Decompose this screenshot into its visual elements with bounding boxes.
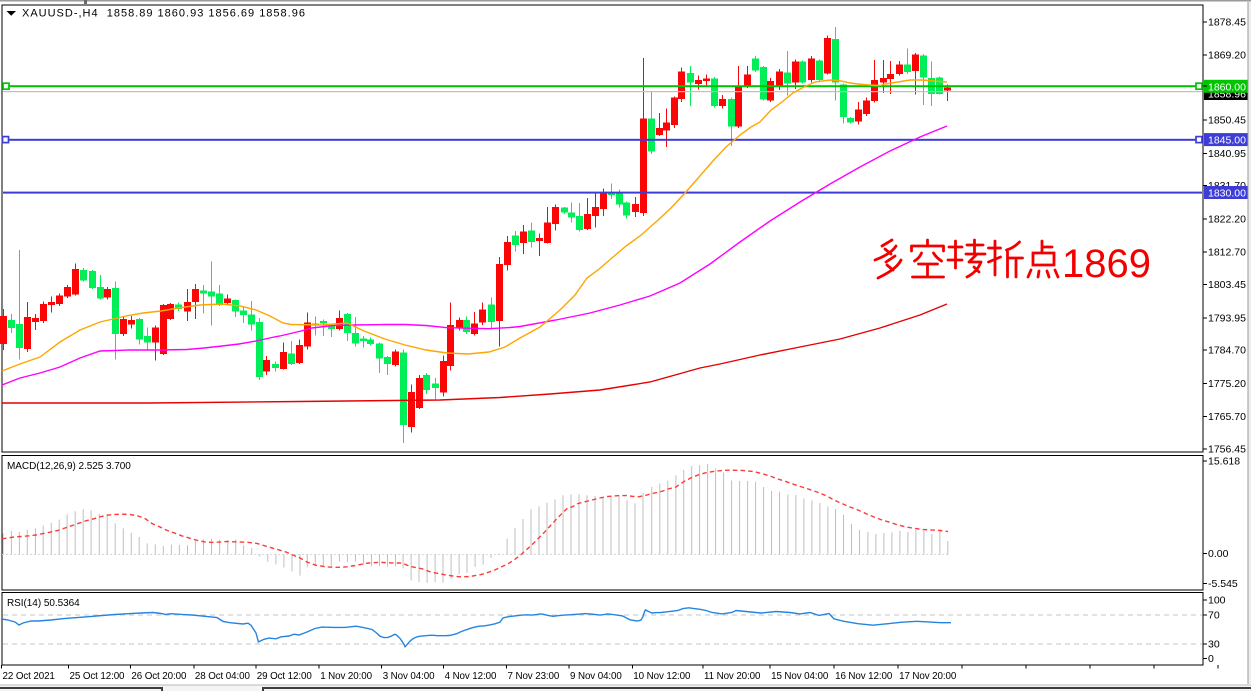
svg-text:1803.45: 1803.45 [1208,279,1246,291]
svg-text:1793.95: 1793.95 [1208,312,1246,324]
svg-text:25 Oct 12:00: 25 Oct 12:00 [70,671,126,682]
svg-text:1784.70: 1784.70 [1208,345,1246,357]
svg-text:11 Nov 20:00: 11 Nov 20:00 [704,671,761,682]
svg-text:1756.45: 1756.45 [1208,444,1246,456]
svg-text:28 Oct 04:00: 28 Oct 04:00 [195,671,251,682]
svg-text:7 Nov 23:00: 7 Nov 23:00 [508,671,560,682]
svg-text:-5.545: -5.545 [1208,578,1238,590]
svg-text:100: 100 [1208,594,1226,606]
svg-text:29 Oct 12:00: 29 Oct 12:00 [257,671,313,682]
svg-text:15 Nov 04:00: 15 Nov 04:00 [771,671,829,682]
svg-text:1860.00: 1860.00 [1208,81,1246,93]
svg-text:70: 70 [1208,610,1220,622]
svg-text:1840.95: 1840.95 [1208,148,1246,160]
svg-text:15.618: 15.618 [1208,456,1240,468]
svg-text:22 Oct 2021: 22 Oct 2021 [3,671,55,682]
svg-text:17 Nov 20:00: 17 Nov 20:00 [899,671,957,682]
svg-text:1845.00: 1845.00 [1208,135,1246,147]
svg-text:1830.00: 1830.00 [1208,188,1246,200]
svg-text:1812.70: 1812.70 [1208,247,1246,259]
svg-text:1850.45: 1850.45 [1208,115,1246,127]
svg-text:1822.20: 1822.20 [1208,213,1246,225]
svg-text:XAUUSD-,H4 1858.89 1860.93 18: XAUUSD-,H4 1858.89 1860.93 1856.69 1858.… [22,8,306,20]
svg-text:30: 30 [1208,638,1220,650]
svg-text:1 Nov 20:00: 1 Nov 20:00 [320,671,372,682]
svg-text:MACD(12,26,9) 2.525 3.700: MACD(12,26,9) 2.525 3.700 [7,461,131,472]
svg-text:0.00: 0.00 [1208,548,1229,560]
svg-text:4 Nov 12:00: 4 Nov 12:00 [445,671,497,682]
svg-text:1775.20: 1775.20 [1208,378,1246,390]
svg-text:0: 0 [1208,653,1214,665]
svg-text:1869.20: 1869.20 [1208,50,1246,62]
svg-text:3 Nov 04:00: 3 Nov 04:00 [383,671,435,682]
svg-text:1869: 1869 [1062,242,1151,286]
svg-text:26 Oct 20:00: 26 Oct 20:00 [131,671,187,682]
svg-text:10 Nov 12:00: 10 Nov 12:00 [633,671,691,682]
svg-text:1765.70: 1765.70 [1208,411,1246,423]
svg-text:1878.45: 1878.45 [1208,17,1246,29]
svg-text:16 Nov 12:00: 16 Nov 12:00 [835,671,893,682]
svg-text:9 Nov 04:00: 9 Nov 04:00 [570,671,622,682]
svg-text:RSI(14) 50.5364: RSI(14) 50.5364 [7,598,80,609]
